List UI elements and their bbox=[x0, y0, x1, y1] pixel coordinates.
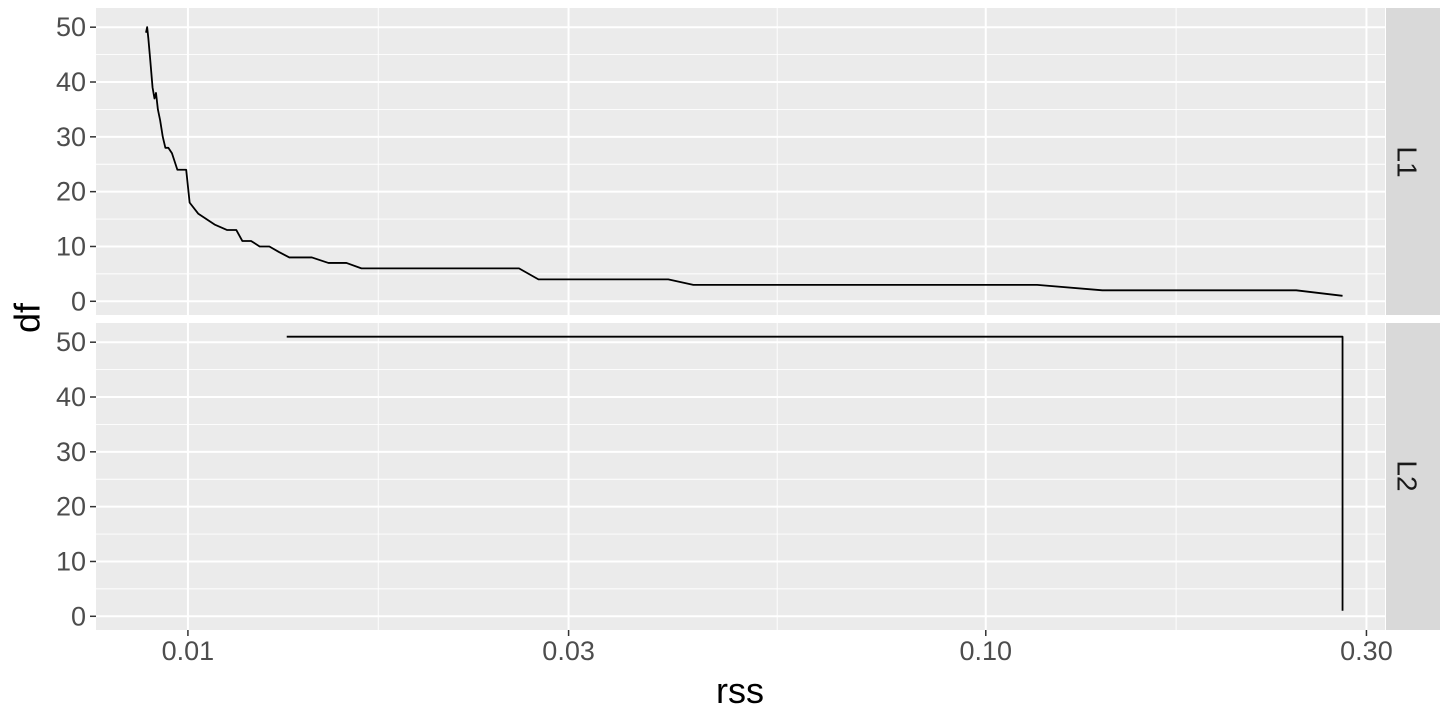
y-tick-label: 30 bbox=[56, 122, 86, 152]
panel-l2: L2 bbox=[96, 323, 1440, 630]
strip-l1-background bbox=[1386, 8, 1440, 315]
panel-l2-background bbox=[96, 323, 1385, 630]
series-line-l1 bbox=[145, 26, 1343, 297]
strip-label-l1: L1 bbox=[1392, 146, 1423, 177]
y-tick-label: 40 bbox=[56, 382, 86, 412]
series-line-l2 bbox=[286, 335, 1344, 611]
panel-l1: L1 bbox=[96, 8, 1440, 315]
x-tick-label: 0.30 bbox=[1340, 636, 1393, 666]
y-axis-title: df bbox=[7, 302, 48, 333]
x-tick-label: 0.10 bbox=[959, 636, 1012, 666]
x-tick-label: 0.03 bbox=[542, 636, 595, 666]
x-axis-title: rss bbox=[716, 670, 764, 711]
y-axis-l1: 0 10 20 30 40 50 bbox=[56, 12, 96, 316]
y-tick-label: 20 bbox=[56, 177, 86, 207]
y-tick-label: 0 bbox=[71, 601, 86, 631]
strip-l2-background bbox=[1386, 323, 1440, 630]
strip-label-l2: L2 bbox=[1392, 460, 1423, 491]
y-tick-label: 40 bbox=[56, 67, 86, 97]
y-tick-label: 30 bbox=[56, 437, 86, 467]
y-tick-label: 50 bbox=[56, 12, 86, 42]
y-tick-label: 10 bbox=[56, 231, 86, 261]
x-tick-label: 0.01 bbox=[162, 636, 215, 666]
y-tick-label: 0 bbox=[71, 286, 86, 316]
x-axis: 0.01 0.03 0.10 0.30 bbox=[162, 630, 1393, 666]
y-tick-label: 10 bbox=[56, 546, 86, 576]
panel-l2-grid bbox=[96, 323, 1385, 630]
panel-l1-background bbox=[96, 8, 1385, 315]
y-axis-l2: 0 10 20 30 40 50 bbox=[56, 327, 96, 631]
y-tick-label: 50 bbox=[56, 327, 86, 357]
y-tick-label: 20 bbox=[56, 492, 86, 522]
panel-l1-grid bbox=[96, 8, 1385, 315]
